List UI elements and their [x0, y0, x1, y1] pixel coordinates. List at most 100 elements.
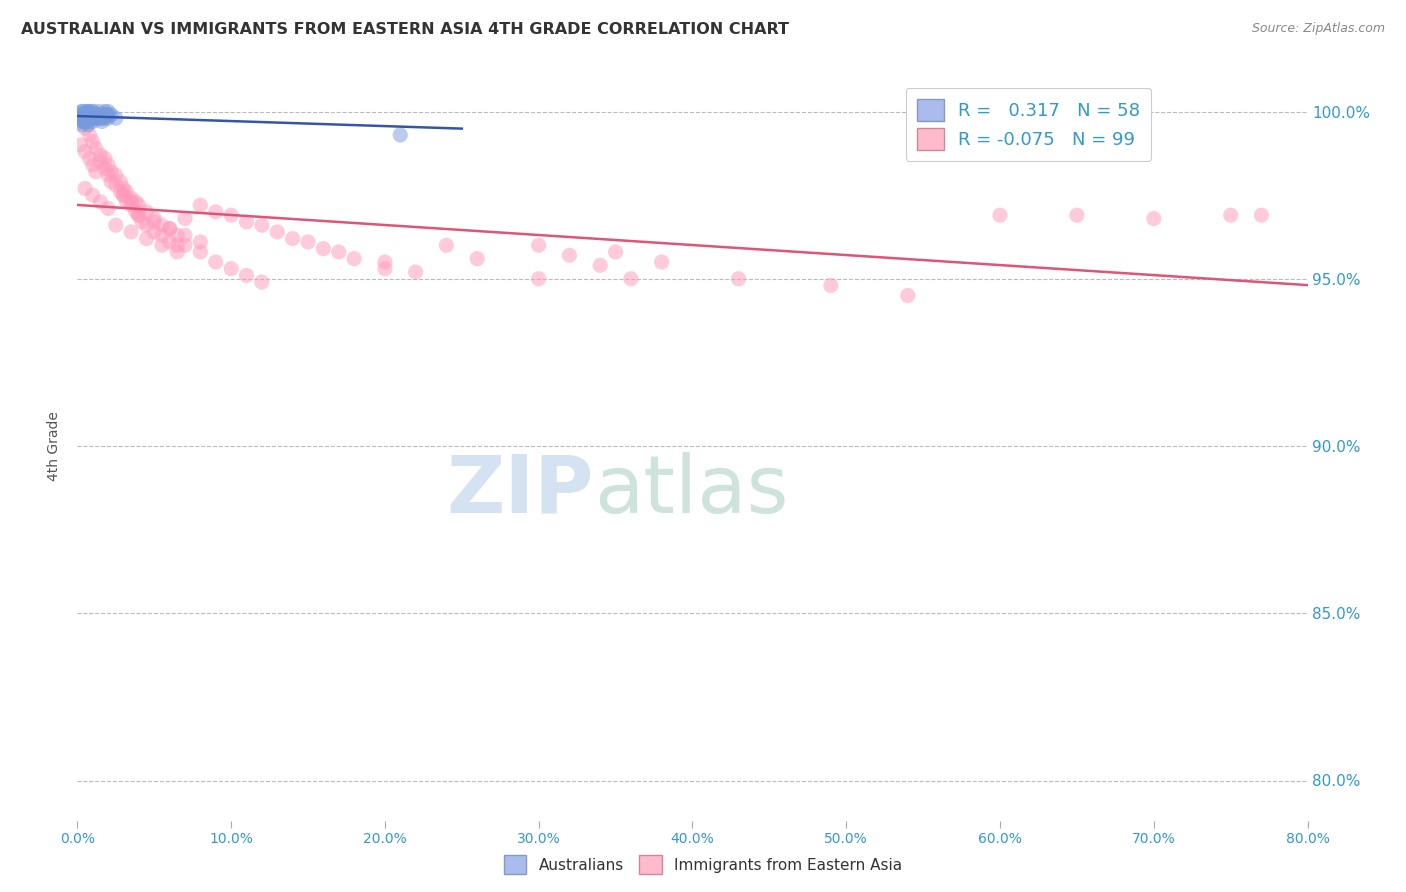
Point [83, 108, 105, 122]
Text: AUSTRALIAN VS IMMIGRANTS FROM EASTERN ASIA 4TH GRADE CORRELATION CHART: AUSTRALIAN VS IMMIGRANTS FROM EASTERN AS… [21, 22, 789, 37]
Point [70, 118, 93, 132]
Point [110, 175, 132, 189]
Point [143, 211, 166, 226]
Point [527, 271, 550, 285]
Point [312, 242, 335, 256]
Point [188, 198, 212, 212]
Point [120, 192, 142, 206]
Point [79, 114, 101, 128]
Point [250, 275, 273, 289]
Point [89, 154, 111, 169]
Point [82, 135, 104, 149]
Point [115, 185, 138, 199]
Point [97, 112, 120, 126]
Point [820, 278, 842, 293]
Point [80, 112, 103, 126]
Point [73, 112, 96, 126]
Text: atlas: atlas [595, 452, 789, 530]
Point [67, 112, 90, 126]
Point [94, 112, 117, 126]
Point [1143, 211, 1166, 226]
Point [77, 104, 100, 119]
Point [100, 108, 122, 122]
Point [159, 221, 181, 235]
Point [80, 108, 103, 122]
Point [70, 104, 93, 119]
Text: ZIP: ZIP [447, 452, 595, 530]
Point [72, 108, 94, 122]
Point [97, 104, 120, 119]
Point [89, 148, 111, 162]
Point [73, 112, 96, 126]
Point [405, 265, 427, 279]
Point [128, 208, 150, 222]
Point [204, 255, 226, 269]
Point [143, 215, 166, 229]
Point [84, 108, 107, 122]
Point [84, 112, 107, 126]
Point [897, 288, 920, 302]
Point [620, 271, 643, 285]
Point [73, 121, 96, 136]
Point [235, 215, 257, 229]
Point [135, 204, 157, 219]
Point [72, 114, 94, 128]
Point [76, 112, 98, 126]
Point [343, 252, 366, 266]
Point [589, 259, 612, 273]
Point [77, 118, 100, 132]
Point [89, 194, 111, 209]
Legend: R =   0.317   N = 58, R = -0.075   N = 99: R = 0.317 N = 58, R = -0.075 N = 99 [905, 88, 1152, 161]
Point [297, 235, 319, 249]
Point [79, 108, 101, 122]
Point [436, 238, 458, 252]
Point [219, 261, 242, 276]
Point [651, 255, 673, 269]
Point [166, 245, 188, 260]
Point [120, 225, 142, 239]
Point [72, 108, 94, 122]
Point [204, 204, 226, 219]
Point [79, 108, 101, 122]
Point [76, 108, 98, 122]
Point [84, 164, 107, 178]
Point [527, 238, 550, 252]
Point [82, 104, 104, 119]
Point [150, 238, 173, 252]
Point [84, 108, 107, 122]
Point [73, 112, 96, 126]
Point [112, 188, 135, 202]
Point [166, 238, 188, 252]
Point [143, 225, 166, 239]
Point [389, 128, 412, 142]
Point [82, 104, 104, 119]
Point [159, 221, 181, 235]
Point [174, 211, 197, 226]
Point [83, 112, 105, 126]
Point [97, 168, 120, 182]
Point [120, 198, 142, 212]
Point [76, 104, 98, 119]
Point [97, 108, 120, 122]
Point [70, 104, 93, 119]
Point [558, 248, 581, 262]
Point [727, 271, 749, 285]
Y-axis label: 4th Grade: 4th Grade [48, 411, 62, 481]
Point [100, 164, 122, 178]
Point [104, 168, 127, 182]
Point [80, 112, 103, 126]
Point [166, 228, 188, 243]
Point [94, 108, 117, 122]
Point [131, 215, 153, 229]
Point [135, 232, 157, 246]
Point [219, 208, 242, 222]
Point [1219, 208, 1241, 222]
Point [76, 114, 98, 128]
Text: Source: ZipAtlas.com: Source: ZipAtlas.com [1251, 22, 1385, 36]
Point [174, 238, 197, 252]
Point [159, 235, 181, 249]
Point [84, 141, 107, 155]
Point [128, 198, 150, 212]
Point [94, 161, 117, 176]
Point [112, 188, 135, 202]
